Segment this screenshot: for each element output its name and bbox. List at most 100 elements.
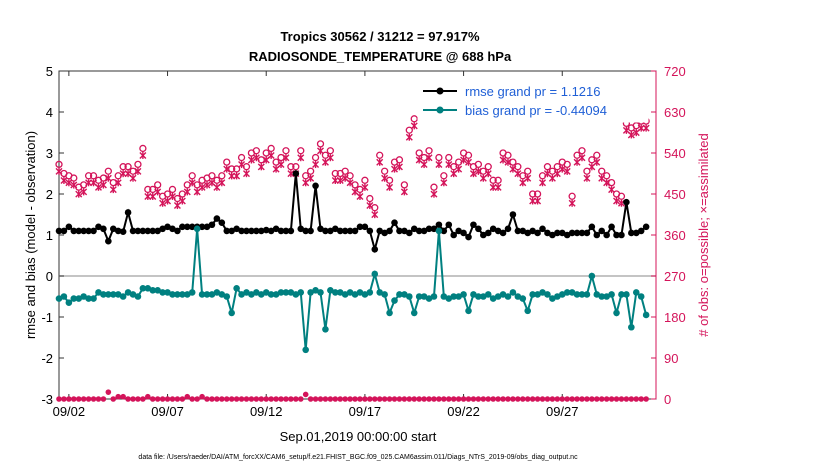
obs-assimilated-point (405, 133, 413, 141)
x-axis-label: Sep.01,2019 00:00:00 start (280, 429, 437, 444)
bias-point (642, 311, 650, 319)
obs-assimilated-zero-point (416, 396, 422, 402)
bias-point (253, 289, 260, 296)
rmse-point (287, 227, 295, 235)
bias-point (174, 291, 181, 298)
obs-assimilated-zero-point (100, 396, 107, 402)
obs-possible-point (371, 204, 379, 212)
obs-assimilated-point (159, 199, 167, 207)
obs-assimilated-zero-point (140, 396, 146, 402)
y-tick-label-left: -3 (41, 392, 53, 407)
obs-assimilated-zero-point (228, 396, 235, 402)
obs-assimilated-zero-point (623, 396, 630, 402)
obs-possible-point (311, 153, 320, 162)
rmse-point (366, 227, 374, 235)
rmse-point (262, 226, 270, 234)
bias-point (598, 293, 606, 300)
bias-point (519, 295, 527, 302)
obs-assimilated-zero-point (184, 393, 191, 400)
obs-assimilated-zero-point (342, 396, 348, 402)
rmse-point (613, 231, 620, 239)
rmse-point (331, 225, 339, 233)
obs-assimilated-point (233, 172, 241, 180)
rmse-point (277, 227, 285, 235)
rmse-point (460, 229, 467, 237)
rmse-point (435, 221, 443, 229)
obs-assimilated-zero-point (327, 396, 334, 402)
obs-assimilated-zero-point (347, 396, 353, 402)
bias-point (70, 295, 78, 302)
rmse-point (144, 227, 152, 235)
bias-point (455, 293, 462, 300)
rmse-point (124, 209, 132, 216)
bias-point (509, 289, 517, 296)
bias-point (203, 291, 211, 298)
bias-point (287, 289, 295, 296)
obs-possible-point (440, 172, 448, 180)
obs-possible-point (578, 147, 586, 155)
obs-possible-point (376, 151, 384, 159)
obs-assimilated-point (425, 154, 433, 162)
rmse-point (445, 221, 453, 229)
obs-assimilated-zero-point (510, 396, 516, 402)
obs-assimilated-point (198, 183, 206, 191)
bias-point (386, 309, 393, 317)
obs-possible-point (598, 167, 606, 175)
bias-point (134, 293, 142, 300)
obs-assimilated-point (257, 163, 265, 171)
bias-point (60, 293, 68, 300)
legend-bias-marker-icon (436, 106, 444, 114)
rmse-point (70, 227, 78, 235)
bias-point (529, 291, 536, 298)
obs-assimilated-point (395, 163, 403, 171)
obs-assimilated-zero-point (352, 396, 358, 402)
bias-point (282, 289, 290, 296)
obs-assimilated-point (114, 179, 122, 187)
obs-assimilated-point (307, 174, 315, 182)
bias-point (262, 289, 270, 296)
rmse-point (376, 227, 384, 235)
obs-assimilated-point (297, 154, 305, 162)
obs-assimilated-point (242, 170, 250, 178)
bias-point (568, 289, 576, 296)
rmse-point (149, 227, 157, 235)
rmse-point (578, 229, 586, 237)
bias-point (154, 287, 161, 294)
bias-point (499, 291, 507, 298)
rmse-point (75, 227, 83, 235)
obs-assimilated-point (494, 183, 502, 191)
obs-assimilated-zero-point (288, 396, 294, 402)
obs-assimilated-point (247, 156, 255, 164)
rmse-point (327, 227, 334, 235)
obs-possible-point (119, 163, 127, 171)
bias-point (435, 227, 443, 235)
bias-point (539, 289, 546, 296)
bias-point (243, 289, 250, 296)
obs-assimilated-point (410, 122, 418, 130)
bias-point (406, 293, 413, 300)
obs-assimilated-zero-point (445, 396, 452, 402)
bias-point (144, 285, 152, 292)
obs-assimilated-zero-point (426, 396, 432, 402)
y-tick-label-right: 630 (664, 105, 686, 120)
rmse-point (484, 229, 492, 237)
bias-point (588, 272, 596, 280)
obs-possible-point (415, 149, 423, 157)
obs-assimilated-zero-point (618, 396, 625, 402)
bias-point (460, 291, 467, 298)
obs-possible-point (208, 172, 216, 180)
rmse-point (208, 221, 216, 229)
rmse-point (85, 227, 92, 235)
bias-point (381, 291, 388, 298)
rmse-point (603, 231, 610, 239)
bias-point (470, 291, 477, 298)
bias-point (554, 293, 561, 300)
rmse-point (440, 227, 448, 235)
bias-point (484, 291, 492, 298)
rmse-point (563, 231, 571, 239)
obs-possible-point (509, 158, 517, 166)
obs-assimilated-zero-point (283, 396, 289, 402)
footnote: data file: /Users/raeder/DAI/ATM_forcXX/… (138, 454, 578, 461)
bias-point (105, 291, 112, 298)
rmse-point (312, 182, 319, 190)
